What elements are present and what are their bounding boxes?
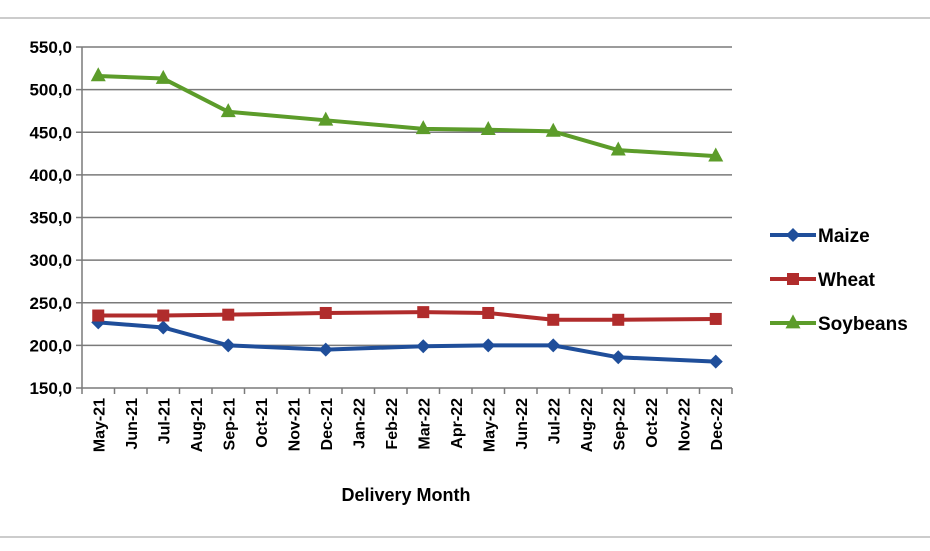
x-tick-label: Jun-22 — [514, 398, 531, 450]
soybeans-point — [415, 120, 431, 135]
x-tick-label: Jul-22 — [546, 398, 563, 444]
x-tick-label: Dec-22 — [709, 398, 726, 451]
x-tick-label: Dec-21 — [319, 398, 336, 451]
x-tick-label: Sep-22 — [611, 398, 628, 451]
legend-marker-wheat — [787, 273, 799, 285]
x-tick-label: Aug-21 — [189, 398, 206, 452]
legend-label-soybeans: Soybeans — [818, 314, 908, 335]
soybeans-point — [318, 111, 334, 126]
x-tick-label: Jun-21 — [124, 398, 141, 450]
x-tick-label: May-22 — [481, 398, 498, 452]
soybeans-point — [480, 121, 496, 136]
axes — [76, 46, 733, 394]
maize-point — [708, 354, 723, 369]
x-axis-tick-labels: May-21 Jun-21 Jul-21 Aug-21 Sep-21 Oct-21 Nov-… — [91, 398, 726, 452]
y-tick-label: 500,0 — [29, 81, 72, 100]
y-tick-label: 200,0 — [29, 336, 72, 355]
x-tick-label: Feb-22 — [384, 398, 401, 450]
soybeans-point — [708, 147, 724, 162]
wheat-point — [612, 313, 625, 326]
y-tick-label: 250,0 — [29, 294, 72, 313]
series-wheat — [92, 306, 722, 326]
wheat-point — [417, 306, 430, 319]
x-tick-label: Aug-22 — [579, 398, 596, 452]
y-tick-label: 350,0 — [29, 209, 72, 228]
x-tick-label: Sep-21 — [221, 398, 238, 451]
maize-point — [416, 339, 431, 354]
wheat-point — [547, 313, 560, 326]
legend-entry-soybeans: Soybeans — [770, 314, 908, 335]
x-tick-label: Apr-22 — [449, 398, 466, 449]
legend-entry-maize: Maize — [770, 226, 870, 247]
legend-label-wheat: Wheat — [818, 270, 876, 291]
soybeans-point — [90, 67, 106, 82]
gridlines — [82, 46, 732, 347]
x-tick-label: Jan-22 — [351, 398, 368, 449]
wheat-point — [709, 312, 722, 325]
y-tick-label: 300,0 — [29, 251, 72, 270]
maize-point — [611, 350, 626, 365]
wheat-point — [222, 308, 235, 321]
data-series — [90, 67, 724, 369]
wheat-point — [92, 309, 105, 322]
wheat-point — [482, 306, 495, 319]
legend-marker-maize — [786, 228, 800, 242]
y-tick-label: 150,0 — [29, 379, 72, 398]
legend-entry-wheat: Wheat — [770, 270, 876, 291]
legend-marker-soybeans — [785, 314, 801, 329]
x-axis-title: Delivery Month — [341, 485, 470, 505]
wheat-point — [157, 309, 170, 322]
maize-point — [156, 320, 171, 335]
legend: Maize Wheat Soybeans — [770, 226, 908, 335]
y-tick-label: 550,0 — [29, 38, 72, 57]
y-axis-tick-labels: 150,0 200,0 250,0 300,0 350,0 400,0 450,0 500,0… — [29, 38, 72, 398]
y-tick-label: 400,0 — [29, 166, 72, 185]
maize-point — [318, 342, 333, 357]
maize-point — [481, 338, 496, 353]
y-tick-label: 450,0 — [29, 123, 72, 142]
legend-label-maize: Maize — [818, 226, 870, 247]
series-maize — [91, 315, 723, 369]
x-tick-label: Nov-22 — [676, 398, 693, 451]
soybeans-point — [545, 122, 561, 137]
x-tick-label: Mar-22 — [416, 398, 433, 450]
maize-point — [546, 338, 561, 353]
x-tick-label: May-21 — [91, 398, 108, 452]
x-tick-label: Nov-21 — [286, 398, 303, 451]
soybeans-line — [98, 73, 716, 159]
x-tick-label: Jul-21 — [156, 398, 173, 444]
x-tick-label: Oct-21 — [254, 398, 271, 448]
soybeans-point — [155, 69, 171, 84]
x-tick-label: Oct-22 — [644, 398, 661, 448]
soybeans-point — [610, 141, 626, 156]
series-soybeans — [90, 67, 724, 162]
wheat-point — [319, 306, 332, 319]
soybeans-point — [220, 103, 236, 118]
maize-point — [221, 338, 236, 353]
